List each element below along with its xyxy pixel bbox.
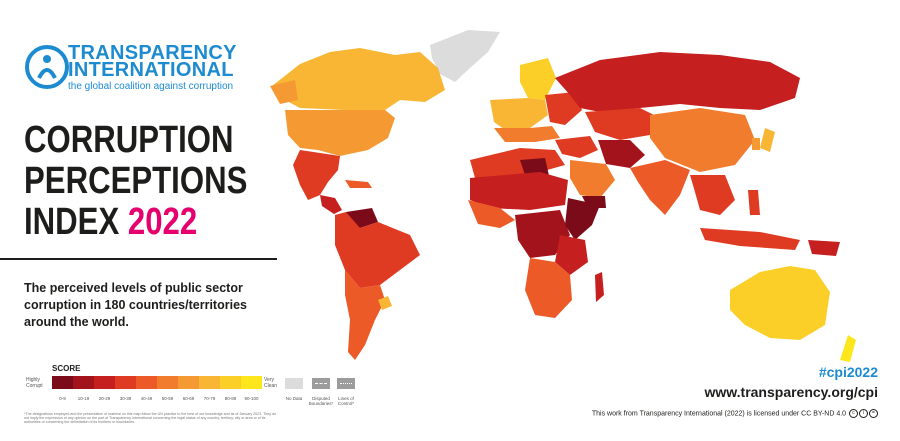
legend-disputed-label-1: Disputed	[312, 396, 330, 401]
legend-control-label-1: Lines of	[338, 396, 354, 401]
legend-no-data-swatch	[285, 378, 303, 389]
legend-swatch-label: 60-69	[182, 396, 195, 401]
globe-figure-icon	[25, 45, 69, 89]
region-horn-of-africa	[565, 198, 600, 240]
legend-disputed-label-2: Boundaries*	[308, 401, 334, 406]
legend-no-data-label: No Data	[285, 396, 303, 401]
legend-high-label-1: Very	[264, 377, 275, 383]
legend-swatch	[220, 376, 241, 389]
region-sahel	[470, 172, 568, 210]
region-greenland	[430, 30, 500, 82]
legend-swatch-label: 90-100	[244, 396, 259, 401]
legend-control-label-2: Control*	[337, 401, 355, 406]
page-title: CORRUPTION PERCEPTIONS INDEX 2022	[24, 120, 247, 243]
disclaimer: *The designations employed and the prese…	[24, 412, 277, 425]
region-uruguay	[378, 296, 392, 310]
region-canada	[272, 48, 445, 110]
legend-swatch	[199, 376, 220, 389]
title-line1: CORRUPTION	[24, 119, 234, 161]
legend-swatch	[178, 376, 199, 389]
legend-swatch	[94, 376, 115, 389]
region-usa	[285, 110, 395, 156]
title-year: 2022	[127, 201, 198, 243]
hashtag-link[interactable]: #cpi2022	[818, 364, 878, 380]
title-line3: INDEX 2022	[24, 202, 247, 243]
region-southern-africa	[525, 258, 572, 318]
brand-logo[interactable]: TRANSPARENCY INTERNATIONAL the global co…	[24, 42, 254, 96]
brand-name-line2: INTERNATIONAL	[68, 59, 234, 81]
legend-disputed-swatch	[312, 378, 330, 389]
region-south-america-south	[345, 270, 385, 360]
legend-swatch-label: 0-9	[59, 396, 66, 401]
legend-swatch	[241, 376, 262, 389]
brand-tagline: the global coalition against corruption	[68, 81, 234, 92]
region-caribbean	[345, 180, 372, 188]
legend-control-label: Lines of Control*	[326, 396, 366, 406]
legend-swatch	[136, 376, 157, 389]
by-icon: i	[859, 409, 868, 418]
region-east-africa	[555, 235, 588, 275]
nd-icon: =	[869, 409, 878, 418]
legend-low-label: Highly Corrupt	[26, 377, 43, 389]
region-new-zealand	[840, 335, 856, 362]
region-indonesia	[700, 228, 800, 250]
region-korea	[752, 138, 760, 150]
subtitle: The perceived levels of public sector co…	[24, 281, 247, 329]
region-south-america-north	[335, 212, 420, 288]
cc-icon: c	[849, 409, 858, 418]
region-eastern-europe	[545, 92, 582, 125]
brand-name-line1: TRANSPARENCY	[68, 42, 237, 64]
legend-swatch	[73, 376, 94, 389]
legend-swatch-label: 30-39	[119, 396, 132, 401]
title-line2: PERCEPTIONS	[24, 160, 248, 202]
legend-high-label: Very Clean	[264, 377, 277, 389]
region-png	[808, 240, 840, 256]
legend-swatch	[115, 376, 136, 389]
region-australia	[730, 266, 830, 340]
region-turkey-levant	[555, 136, 598, 158]
region-central-africa	[515, 210, 570, 258]
website-link[interactable]: www.transparency.org/cpi	[704, 384, 879, 400]
region-central-asia	[585, 108, 660, 140]
region-western-europe	[490, 98, 548, 132]
legend-swatch-label: 20-29	[98, 396, 111, 401]
legend-swatch-label: 80-89	[224, 396, 237, 401]
region-west-africa	[468, 200, 515, 228]
legend-low-label-1: Highly	[26, 377, 40, 383]
legend-title: SCORE	[52, 364, 81, 373]
legend-disputed-label: Disputed Boundaries*	[301, 396, 341, 406]
license-notice: This work from Transparency Internationa…	[592, 409, 878, 418]
title-line3-prefix: INDEX	[24, 201, 120, 243]
legend-low-label-2: Corrupt	[26, 383, 43, 389]
region-china	[650, 108, 755, 172]
region-japan	[760, 128, 775, 152]
legend-swatch-label: 40-49	[140, 396, 153, 401]
region-philippines	[748, 190, 760, 215]
region-saudi-arabia	[570, 160, 615, 198]
region-southeast-asia	[690, 175, 735, 215]
region-iran-afghanistan	[598, 140, 645, 168]
legend-swatch	[157, 376, 178, 389]
region-scandinavia	[520, 58, 556, 100]
region-mexico	[293, 150, 340, 200]
region-central-america	[320, 195, 342, 214]
legend-swatch-label: 50-59	[161, 396, 174, 401]
title-divider	[0, 258, 277, 260]
legend-control-swatch	[337, 378, 355, 389]
legend-high-label-2: Clean	[264, 383, 278, 389]
region-russia	[555, 52, 800, 112]
legend-swatch	[52, 376, 73, 389]
region-north-africa	[470, 148, 565, 178]
legend-swatch-label: 10-19	[77, 396, 90, 401]
license-text: This work from Transparency Internationa…	[591, 410, 847, 418]
region-madagascar	[595, 272, 604, 302]
legend-swatch-label: 70-79	[203, 396, 216, 401]
region-alaska	[270, 80, 298, 104]
region-india	[630, 160, 690, 215]
region-southern-europe	[494, 126, 560, 142]
